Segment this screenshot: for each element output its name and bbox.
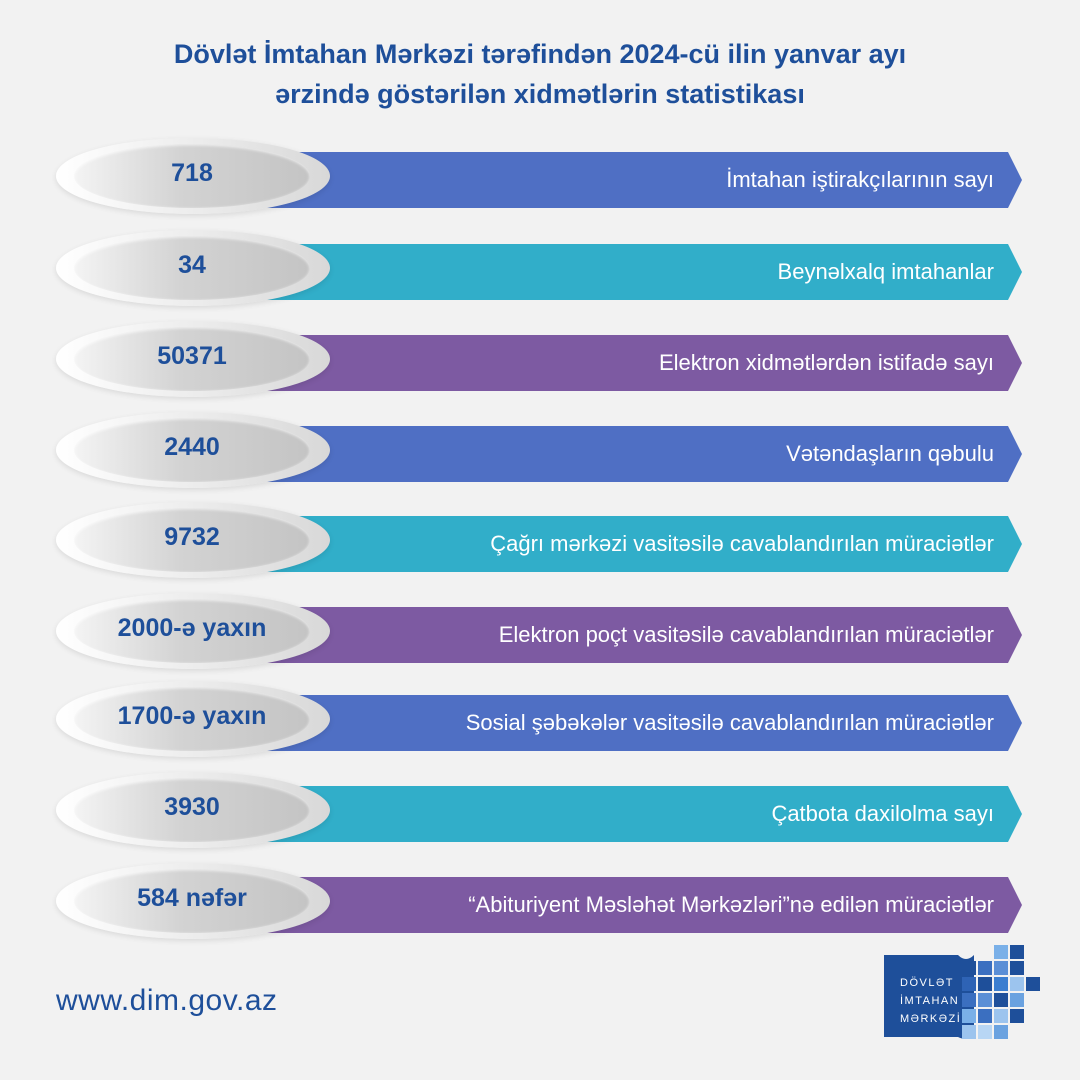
stat-bar: “Abituriyent Məsləhət Mərkəzləri”nə edil…	[266, 877, 1022, 933]
stat-bar: Elektron xidmətlərdən istifadə sayı	[266, 335, 1022, 391]
stat-row: Vətəndaşların qəbulu 2440	[56, 412, 1026, 488]
stat-bar: Vətəndaşların qəbulu	[266, 426, 1022, 482]
stat-label: Vətəndaşların qəbulu	[786, 441, 994, 466]
value-ellipse-inner	[74, 327, 310, 391]
stat-row: “Abituriyent Məsləhət Mərkəzləri”nə edil…	[56, 863, 1026, 939]
stat-bar: Elektron poçt vasitəsilə cavablandırılan…	[266, 607, 1022, 663]
value-ellipse-inner	[74, 687, 310, 751]
logo-line-1: DÖVLƏT	[900, 977, 954, 989]
value-ellipse-inner	[74, 144, 310, 208]
stat-bar: Çağrı mərkəzi vasitəsilə cavablandırılan…	[266, 516, 1022, 572]
stat-bar: Beynəlxalq imtahanlar	[266, 244, 1022, 300]
logo-line-2: İMTAHAN	[900, 995, 960, 1007]
value-ellipse-inner	[74, 418, 310, 482]
value-ellipse-inner	[74, 236, 310, 300]
title-line-2: ərzində göstərilən xidmətlərin statistik…	[275, 79, 805, 109]
stat-row: Çatbota daxilolma sayı 3930	[56, 772, 1026, 848]
value-ellipse-inner	[74, 508, 310, 572]
stat-bar: Sosial şəbəkələr vasitəsilə cavablandırı…	[266, 695, 1022, 751]
stat-row: Sosial şəbəkələr vasitəsilə cavablandırı…	[56, 681, 1026, 757]
stat-label: Elektron xidmətlərdən istifadə sayı	[658, 350, 994, 375]
stat-label: Çatbota daxilolma sayı	[771, 801, 994, 826]
value-ellipse-inner	[74, 869, 310, 933]
stat-value: 584 nəfər	[137, 884, 247, 912]
title-line-1: Dövlət İmtahan Mərkəzi tərəfindən 2024-c…	[173, 39, 907, 69]
stat-value: 2000-ə yaxın	[117, 614, 267, 642]
infographic-title: Dövlət İmtahan Mərkəzi tərəfindən 2024-c…	[60, 34, 1020, 114]
stat-label: Elektron poçt vasitəsilə cavablandırılan…	[498, 622, 994, 647]
stat-row: Çağrı mərkəzi vasitəsilə cavablandırılan…	[56, 502, 1026, 578]
stat-row: Elektron poçt vasitəsilə cavablandırılan…	[56, 593, 1026, 669]
stat-label: “Abituriyent Məsləhət Mərkəzləri”nə edil…	[468, 892, 994, 917]
stat-row: İmtahan iştirakçılarının sayı 718	[56, 138, 1026, 214]
stat-value: 34	[178, 251, 206, 279]
stat-label: Sosial şəbəkələr vasitəsilə cavablandırı…	[465, 710, 994, 735]
stat-value: 1700-ə yaxın	[117, 702, 267, 730]
stat-bar: Çatbota daxilolma sayı	[266, 786, 1022, 842]
dim-logo-icon	[884, 945, 1040, 1039]
stat-label: Beynəlxalq imtahanlar	[777, 259, 994, 284]
value-ellipse-inner	[74, 599, 310, 663]
stat-value: 50371	[157, 342, 227, 370]
stat-label: Çağrı mərkəzi vasitəsilə cavablandırılan…	[490, 531, 994, 556]
stat-value: 2440	[164, 433, 220, 461]
stat-row: Elektron xidmətlərdən istifadə sayı 5037…	[56, 321, 1026, 397]
stat-value: 718	[171, 159, 213, 187]
website-link[interactable]: www.dim.gov.az	[56, 984, 278, 1017]
stat-bar: İmtahan iştirakçılarının sayı	[266, 152, 1022, 208]
logo-text: DÖVLƏT İMTAHAN MƏRKƏZİ	[880, 945, 972, 1045]
stat-value: 9732	[164, 523, 220, 551]
value-ellipse-inner	[74, 778, 310, 842]
dim-logo: DÖVLƏT İMTAHAN MƏRKƏZİ	[880, 945, 1040, 1045]
stat-row: Beynəlxalq imtahanlar 34	[56, 230, 1026, 306]
logo-line-3: MƏRKƏZİ	[900, 1013, 962, 1025]
stat-label: İmtahan iştirakçılarının sayı	[726, 167, 994, 192]
stat-value: 3930	[164, 793, 220, 821]
